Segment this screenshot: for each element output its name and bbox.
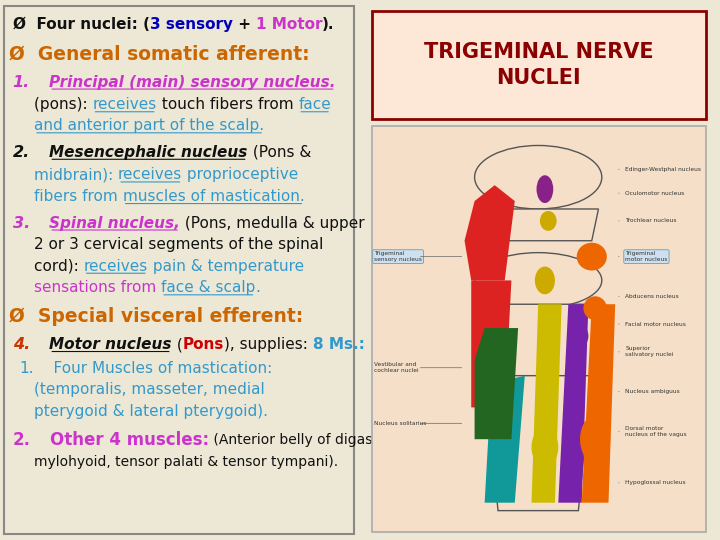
Text: Principal (main) sensory nucleus.: Principal (main) sensory nucleus. bbox=[49, 75, 336, 90]
Text: Hypoglossal nucleus: Hypoglossal nucleus bbox=[625, 481, 686, 485]
Text: 8 Ms.:: 8 Ms.: bbox=[312, 337, 364, 352]
Ellipse shape bbox=[580, 415, 610, 463]
Text: sensations from: sensations from bbox=[34, 280, 161, 295]
Text: Edinger-Westphal nucleus: Edinger-Westphal nucleus bbox=[625, 167, 701, 172]
Text: (pons):: (pons): bbox=[34, 97, 92, 112]
Text: Ø  General somatic afferent:: Ø General somatic afferent: bbox=[9, 44, 310, 64]
Text: and anterior part of the scalp.: and anterior part of the scalp. bbox=[34, 118, 264, 133]
Text: 2 or 3 cervical segments of the spinal: 2 or 3 cervical segments of the spinal bbox=[34, 237, 323, 252]
Polygon shape bbox=[485, 376, 525, 503]
Ellipse shape bbox=[540, 211, 557, 231]
Polygon shape bbox=[478, 209, 598, 241]
Text: Ø  Special visceral efferent:: Ø Special visceral efferent: bbox=[9, 307, 303, 327]
Ellipse shape bbox=[565, 376, 585, 400]
Ellipse shape bbox=[568, 324, 588, 348]
Text: Spinal nucleus,: Spinal nucleus, bbox=[49, 215, 180, 231]
Text: 2.: 2. bbox=[12, 145, 30, 160]
Text: 1.: 1. bbox=[19, 361, 34, 376]
Text: receives: receives bbox=[118, 167, 182, 183]
Text: Facial motor nucleus: Facial motor nucleus bbox=[625, 322, 686, 327]
Text: Vestibular and
cochlear nuclei: Vestibular and cochlear nuclei bbox=[374, 362, 419, 373]
Text: (temporalis, masseter, medial: (temporalis, masseter, medial bbox=[34, 382, 265, 397]
Text: (Pons, medulla & upper: (Pons, medulla & upper bbox=[180, 215, 365, 231]
Text: TRIGEMINAL NERVE
NUCLEI: TRIGEMINAL NERVE NUCLEI bbox=[424, 42, 654, 87]
Text: Ø  Four nuclei: (: Ø Four nuclei: ( bbox=[12, 17, 150, 32]
Text: Abducens nucleus: Abducens nucleus bbox=[625, 294, 679, 299]
Text: 3.: 3. bbox=[12, 215, 30, 231]
Text: touch fibers from: touch fibers from bbox=[157, 97, 298, 112]
Text: face: face bbox=[298, 97, 331, 112]
Polygon shape bbox=[464, 185, 515, 280]
Ellipse shape bbox=[535, 267, 555, 294]
Text: face & scalp: face & scalp bbox=[161, 280, 256, 295]
Text: 4.: 4. bbox=[12, 337, 30, 352]
Text: Trochlear nucleus: Trochlear nucleus bbox=[625, 218, 677, 224]
Polygon shape bbox=[531, 304, 562, 503]
Text: ).: ). bbox=[323, 17, 335, 32]
Text: (Anterior belly of digastric,: (Anterior belly of digastric, bbox=[209, 433, 400, 447]
Ellipse shape bbox=[531, 427, 558, 467]
Text: +: + bbox=[233, 17, 256, 32]
Text: Motor nucleus: Motor nucleus bbox=[49, 337, 172, 352]
Ellipse shape bbox=[474, 145, 602, 209]
Text: Trigeminal
sensory nucleus: Trigeminal sensory nucleus bbox=[374, 251, 422, 262]
Text: proprioceptive: proprioceptive bbox=[182, 167, 299, 183]
Ellipse shape bbox=[536, 176, 553, 203]
Polygon shape bbox=[472, 280, 511, 407]
Text: receives: receives bbox=[92, 97, 157, 112]
Ellipse shape bbox=[577, 242, 607, 271]
Text: 3 sensory: 3 sensory bbox=[150, 17, 233, 32]
Polygon shape bbox=[582, 304, 615, 503]
Text: (Pons &: (Pons & bbox=[248, 145, 311, 160]
Ellipse shape bbox=[474, 253, 602, 308]
Text: Dorsal motor
nucleus of the vagus: Dorsal motor nucleus of the vagus bbox=[625, 426, 687, 437]
Text: Four Muscles of mastication:: Four Muscles of mastication: bbox=[34, 361, 272, 376]
Text: pterygoid & lateral pterygoid).: pterygoid & lateral pterygoid). bbox=[34, 404, 268, 419]
Text: Other 4 muscles:: Other 4 muscles: bbox=[50, 431, 209, 449]
Text: fibers from: fibers from bbox=[34, 189, 122, 204]
Text: cord):: cord): bbox=[34, 259, 84, 274]
Text: 1 Motor: 1 Motor bbox=[256, 17, 323, 32]
Text: Oculomotor nucleus: Oculomotor nucleus bbox=[625, 191, 685, 195]
Text: midbrain):: midbrain): bbox=[34, 167, 118, 183]
Text: 1.: 1. bbox=[12, 75, 30, 90]
Text: (: ( bbox=[172, 337, 183, 352]
Polygon shape bbox=[485, 376, 592, 511]
Polygon shape bbox=[474, 328, 518, 439]
Text: ), supplies:: ), supplies: bbox=[224, 337, 312, 352]
Polygon shape bbox=[558, 304, 588, 503]
Ellipse shape bbox=[583, 296, 607, 320]
Text: Mesencephalic nucleus: Mesencephalic nucleus bbox=[49, 145, 248, 160]
FancyBboxPatch shape bbox=[372, 11, 706, 119]
Text: muscles of mastication.: muscles of mastication. bbox=[122, 189, 305, 204]
Text: Nucleus ambiguus: Nucleus ambiguus bbox=[625, 389, 680, 394]
Text: receives: receives bbox=[84, 259, 148, 274]
Text: .: . bbox=[256, 280, 261, 295]
Text: Nucleus solitarius: Nucleus solitarius bbox=[374, 421, 426, 426]
FancyBboxPatch shape bbox=[372, 126, 706, 532]
Text: 2.: 2. bbox=[12, 431, 30, 449]
Polygon shape bbox=[481, 304, 595, 376]
Text: Pons: Pons bbox=[183, 337, 224, 352]
Text: Superior
salivatory nuclei: Superior salivatory nuclei bbox=[625, 347, 674, 357]
Text: pain & temperature: pain & temperature bbox=[148, 259, 304, 274]
Text: mylohyoid, tensor palati & tensor tympani).: mylohyoid, tensor palati & tensor tympan… bbox=[34, 455, 338, 469]
Text: Trigeminal
motor nucleus: Trigeminal motor nucleus bbox=[625, 251, 667, 262]
